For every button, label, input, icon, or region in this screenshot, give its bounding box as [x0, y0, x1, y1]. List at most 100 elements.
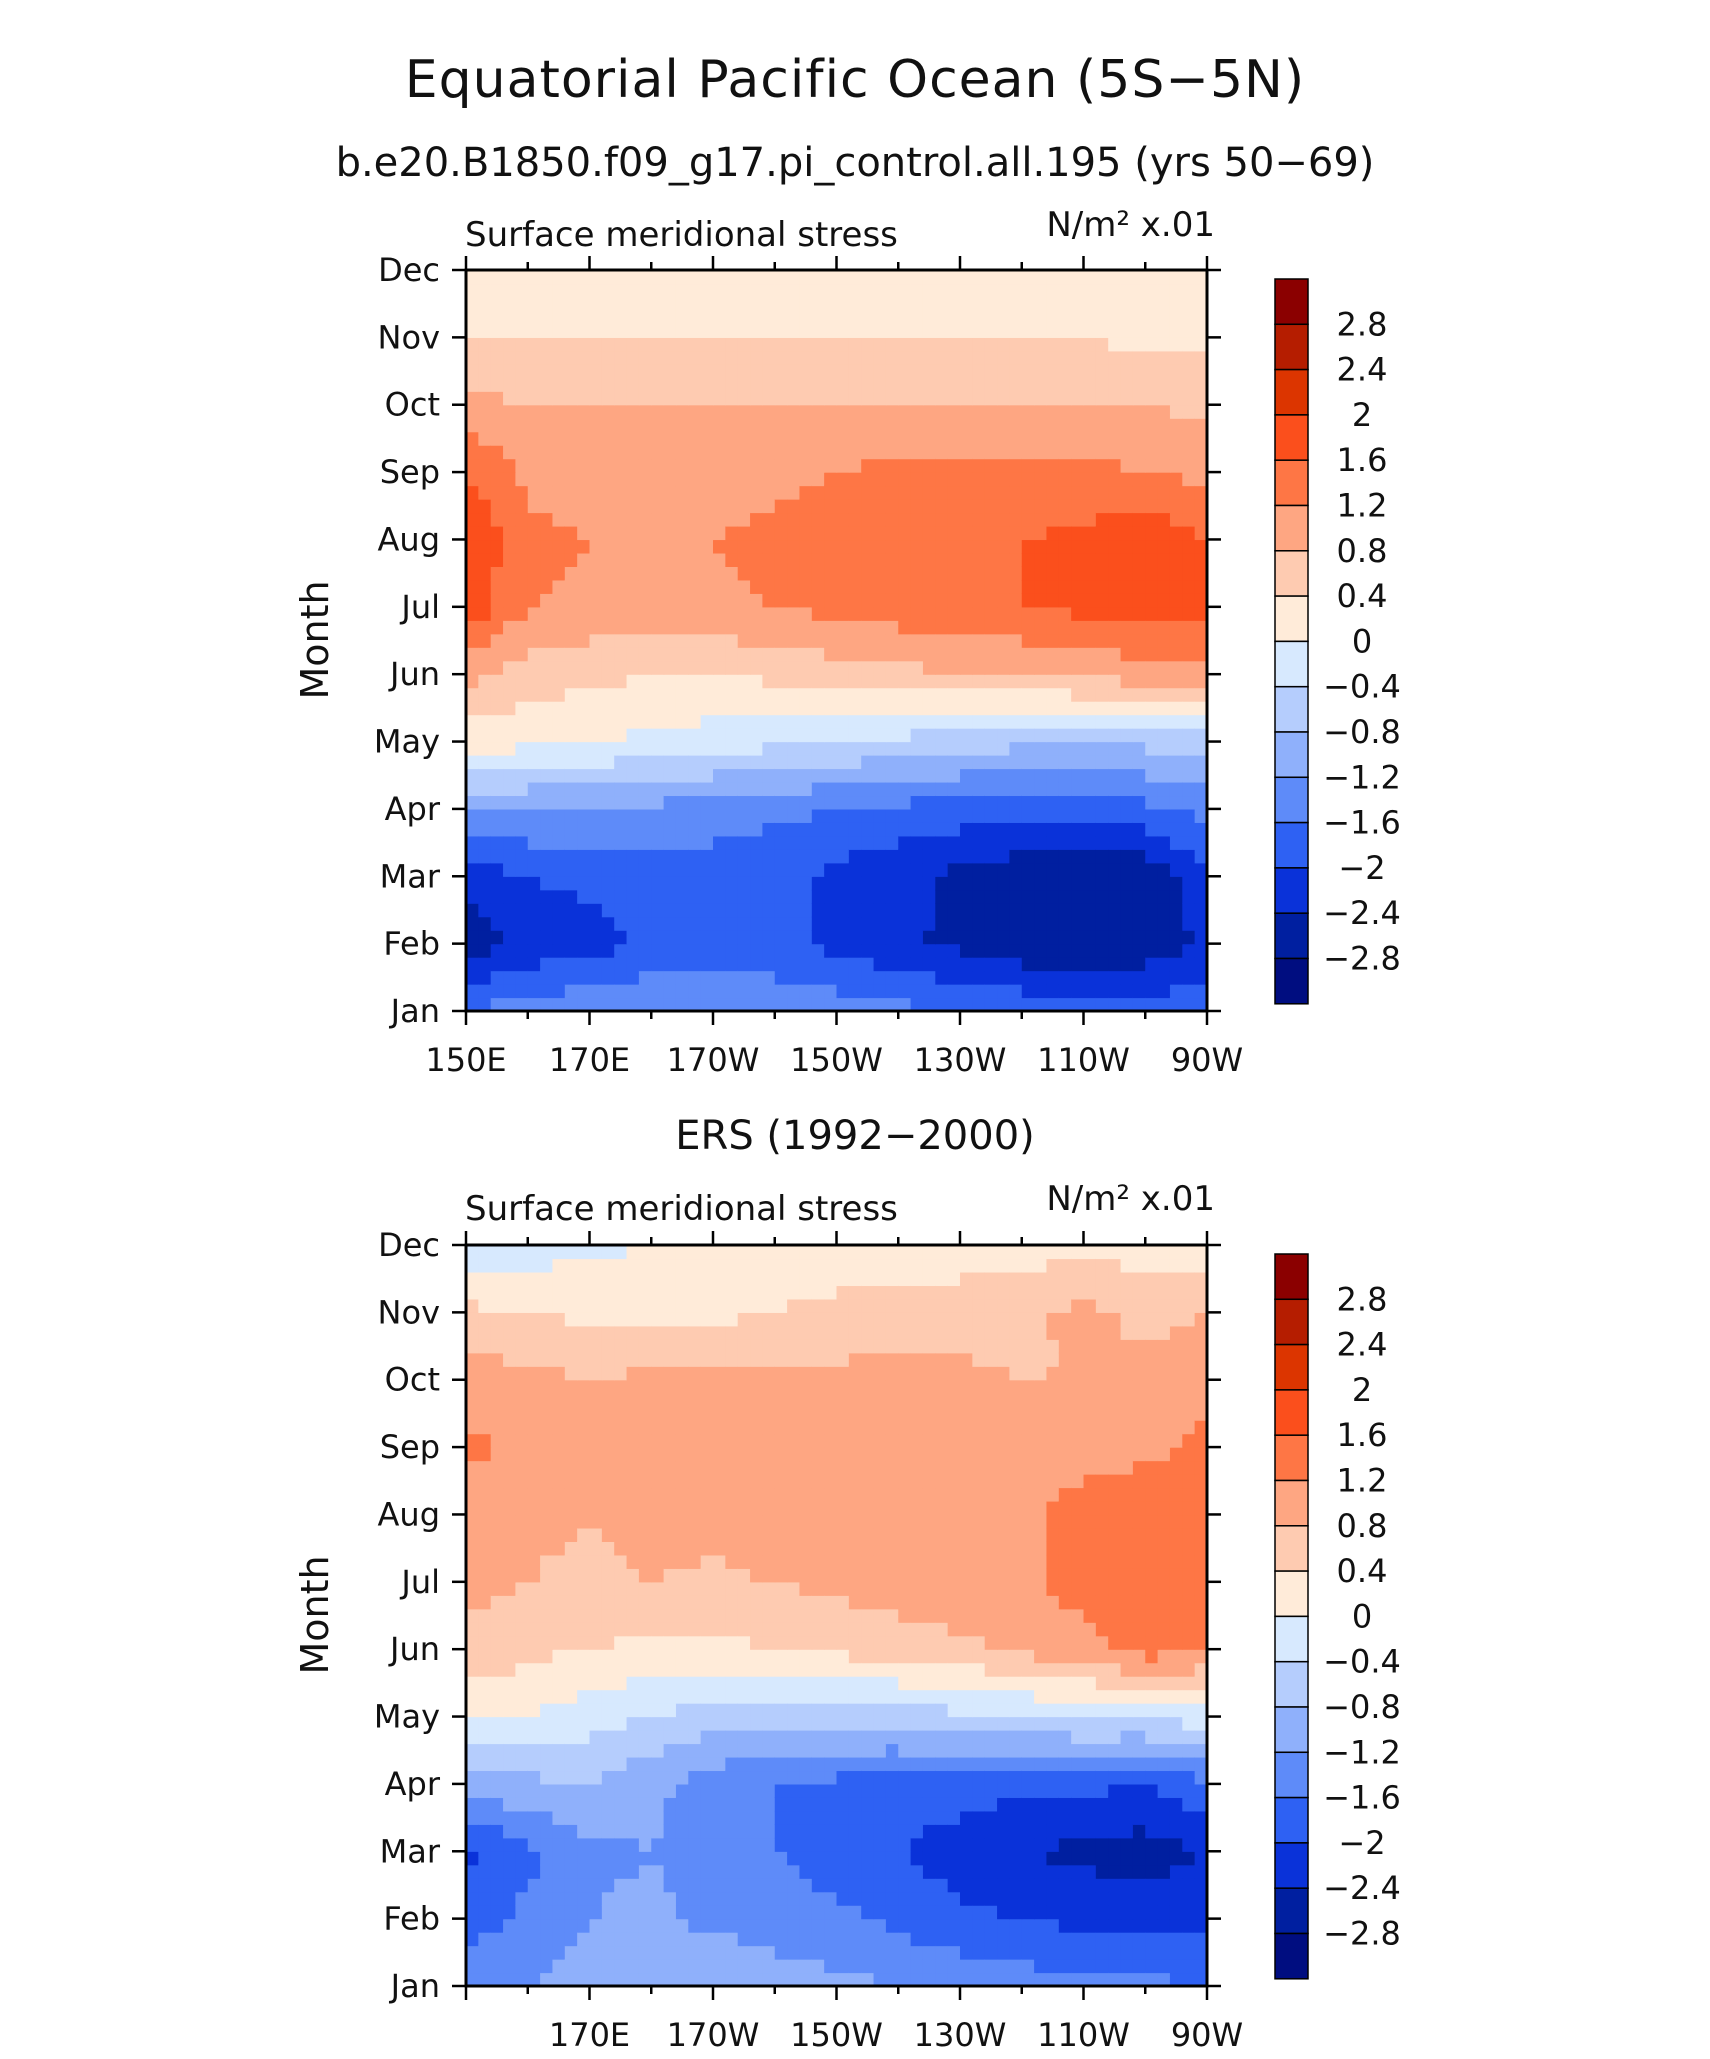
heatmap-cell	[737, 404, 751, 419]
heatmap-cell	[1194, 431, 1208, 446]
heatmap-cell	[836, 808, 850, 823]
heatmap-cell	[527, 296, 541, 312]
heatmap-cell	[466, 970, 479, 985]
heatmap-cell	[564, 1959, 578, 1974]
heatmap-cell	[626, 377, 640, 392]
heatmap-cell	[688, 1959, 702, 1974]
heatmap-cell	[638, 472, 652, 487]
heatmap-cell	[824, 404, 838, 419]
heatmap-cell	[1157, 310, 1171, 325]
heatmap-cell	[787, 1756, 801, 1772]
heatmap-cell	[1169, 1851, 1183, 1866]
heatmap-cell	[873, 674, 887, 689]
heatmap-cell	[1046, 984, 1060, 999]
heatmap-cell	[577, 728, 591, 743]
heatmap-cell	[589, 1837, 603, 1852]
heatmap-cell	[750, 876, 763, 891]
heatmap-cell	[922, 876, 936, 891]
heatmap-cell	[1120, 1756, 1134, 1772]
heatmap-cell	[601, 1649, 615, 1664]
heatmap-cell	[922, 1716, 936, 1731]
heatmap-cell	[675, 1932, 689, 1947]
heatmap-cell	[972, 984, 986, 999]
heatmap-cell	[873, 1703, 887, 1718]
heatmap-cell	[935, 323, 949, 338]
heatmap-cell	[774, 1932, 788, 1947]
heatmap-cell	[515, 1945, 529, 1960]
heatmap-cell	[601, 1797, 615, 1812]
heatmap-cell	[799, 404, 813, 419]
heatmap-cell	[700, 822, 714, 837]
heatmap-cell	[675, 552, 689, 567]
heatmap-cell	[626, 647, 640, 662]
colorbar-swatch	[1274, 731, 1309, 779]
heatmap-cell	[552, 633, 566, 648]
heatmap-cell	[762, 768, 776, 783]
heatmap-cell	[935, 350, 949, 365]
heatmap-cell	[1120, 741, 1134, 756]
heatmap-cell	[1157, 552, 1171, 567]
heatmap-cell	[589, 552, 603, 567]
heatmap-cell	[626, 1756, 640, 1772]
heatmap-cell	[725, 1703, 739, 1718]
heatmap-cell	[972, 808, 986, 823]
heatmap-cell	[725, 970, 739, 985]
heatmap-cell	[490, 741, 504, 756]
heatmap-cell	[1182, 755, 1196, 770]
heatmap-cell	[960, 364, 973, 379]
heatmap-cell	[1169, 1905, 1183, 1920]
heatmap-cell	[725, 997, 739, 1012]
heatmap-cell	[1120, 337, 1134, 352]
heatmap-cell	[910, 984, 924, 999]
heatmap-cell	[1009, 687, 1023, 702]
heatmap-cell	[1058, 701, 1072, 716]
heatmap-cell	[478, 674, 492, 689]
heatmap-cell	[811, 270, 825, 285]
heatmap-cell	[811, 593, 825, 608]
heatmap-cell	[762, 458, 776, 473]
heatmap-cell	[688, 1703, 702, 1718]
heatmap-cell	[527, 1824, 541, 1839]
heatmap-cell	[675, 1783, 689, 1798]
heatmap-cell	[490, 795, 504, 810]
heatmap-cell	[564, 1810, 578, 1825]
heatmap-cell	[836, 606, 850, 621]
heatmap-cell	[1108, 1905, 1122, 1920]
heatmap-cell	[626, 512, 640, 527]
heatmap-cell	[589, 1595, 603, 1610]
heatmap-cell	[898, 957, 912, 972]
heatmap-cell	[935, 633, 949, 648]
heatmap-cell	[824, 1824, 838, 1839]
heatmap-cell	[1145, 1743, 1159, 1758]
heatmap-cell	[922, 1689, 936, 1704]
heatmap-cell	[651, 458, 665, 473]
heatmap-cell	[1034, 808, 1048, 823]
heatmap-cell	[984, 997, 998, 1012]
heatmap-cell	[1120, 525, 1134, 541]
heatmap-cell	[601, 1743, 615, 1758]
heatmap-cell	[750, 687, 763, 702]
heatmap-cell	[626, 849, 640, 864]
heatmap-cell	[663, 310, 677, 325]
heatmap-cell	[984, 431, 998, 446]
heatmap-cell	[515, 391, 529, 406]
heatmap-cell	[787, 472, 801, 487]
heatmap-cell	[663, 984, 677, 999]
heatmap-cell	[713, 310, 726, 325]
heatmap-cell	[811, 499, 825, 514]
heatmap-cell	[1046, 1649, 1060, 1664]
heatmap-cell	[997, 741, 1010, 756]
heatmap-cell	[984, 768, 998, 783]
heatmap-cell	[910, 485, 924, 500]
heatmap-cell	[478, 781, 492, 797]
heatmap-cell	[503, 1743, 516, 1758]
heatmap-cell	[787, 1703, 801, 1718]
heatmap-cell	[713, 728, 726, 743]
heatmap-cell	[638, 876, 652, 891]
heatmap-cell	[762, 1932, 776, 1947]
heatmap-cell	[1145, 593, 1159, 608]
heatmap-cell	[1145, 916, 1159, 931]
heatmap-cell	[1009, 876, 1023, 891]
heatmap-cell	[848, 1756, 862, 1772]
heatmap-cell	[848, 1689, 862, 1704]
